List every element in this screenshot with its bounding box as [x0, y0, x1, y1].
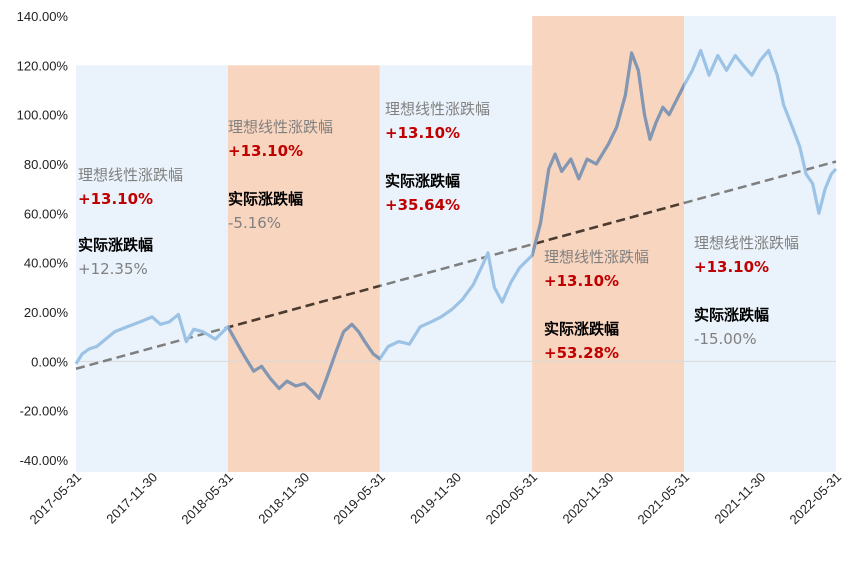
x-tick-label: 2020-05-31 [483, 470, 541, 528]
y-tick-label: 100.00% [17, 108, 69, 123]
actual-value: +35.64% [385, 196, 460, 214]
ideal-value: +13.10% [228, 142, 303, 160]
x-tick-label: 2019-11-30 [407, 470, 464, 527]
x-axis-ticks: 2017-05-31 2017-11-30 2018-05-31 2018-11-30… [26, 470, 844, 528]
annotation-3: 理想线性涨跌幅 +13.10% 实际涨跌幅 +35.64% [385, 100, 490, 214]
actual-title: 实际涨跌幅 [228, 190, 303, 208]
x-tick-label: 2022-05-31 [786, 470, 844, 528]
ideal-value: +13.10% [385, 124, 460, 142]
annotation-5: 理想线性涨跌幅 +13.10% 实际涨跌幅 -15.00% [694, 234, 799, 348]
x-tick-label: 2021-11-30 [711, 470, 768, 527]
actual-value: +53.28% [544, 344, 619, 362]
annotation-2: 理想线性涨跌幅 +13.10% 实际涨跌幅 -5.16% [228, 118, 333, 232]
period-bands [76, 16, 836, 472]
actual-title: 实际涨跌幅 [694, 306, 769, 324]
x-tick-label: 2018-05-31 [178, 470, 236, 528]
actual-title: 实际涨跌幅 [78, 236, 153, 254]
ideal-title: 理想线性涨跌幅 [694, 234, 799, 252]
trend-line-segment [75, 160, 837, 370]
y-tick-label: 40.00% [24, 256, 69, 271]
series-line [74, 48, 838, 400]
actual-value: -5.16% [228, 214, 281, 232]
x-tick-label: 2017-05-31 [26, 470, 84, 528]
ideal-value: +13.10% [78, 190, 153, 208]
annotation-4: 理想线性涨跌幅 +13.10% 实际涨跌幅 +53.28% [544, 248, 649, 362]
ideal-title: 理想线性涨跌幅 [544, 248, 649, 266]
ideal-title: 理想线性涨跌幅 [385, 100, 490, 118]
period-band-4 [532, 16, 685, 472]
y-tick-label: 60.00% [24, 206, 69, 221]
y-tick-label: -20.00% [20, 404, 69, 419]
period-annotations: 理想线性涨跌幅 +13.10% 实际涨跌幅 +12.35% 理想线性涨跌幅 +13.10%… [78, 100, 799, 362]
x-tick-label: 2017-11-30 [103, 470, 160, 527]
period-band-5 [684, 16, 836, 472]
x-tick-label: 2021-05-31 [635, 470, 693, 528]
actual-title: 实际涨跌幅 [544, 320, 619, 338]
ideal-title: 理想线性涨跌幅 [78, 166, 183, 184]
actual-value: +12.35% [78, 260, 148, 278]
ideal-title: 理想线性涨跌幅 [228, 118, 333, 136]
period-band-2 [227, 65, 380, 472]
annotation-1: 理想线性涨跌幅 +13.10% 实际涨跌幅 +12.35% [78, 166, 183, 278]
x-tick-label: 2020-11-30 [559, 470, 616, 527]
period-band-3 [379, 65, 533, 472]
y-tick-label: 0.00% [31, 354, 68, 369]
ideal-value: +13.10% [694, 258, 769, 276]
y-tick-label: 20.00% [24, 305, 69, 320]
y-tick-label: -40.00% [20, 453, 69, 468]
period-band-1 [76, 65, 228, 472]
actual-value: -15.00% [694, 330, 757, 348]
x-tick-label: 2019-05-31 [330, 470, 388, 528]
y-tick-label: 120.00% [17, 58, 69, 73]
trend-line [75, 160, 837, 370]
ideal-value: +13.10% [544, 272, 619, 290]
y-axis-ticks: -40.00% -20.00% 0.00% 20.00% 40.00% 60.00% 80.… [17, 9, 69, 468]
y-tick-label: 80.00% [24, 157, 69, 172]
actual-return-series [74, 48, 838, 400]
y-tick-label: 140.00% [17, 9, 69, 24]
actual-title: 实际涨跌幅 [385, 172, 460, 190]
x-tick-label: 2018-11-30 [255, 470, 312, 527]
